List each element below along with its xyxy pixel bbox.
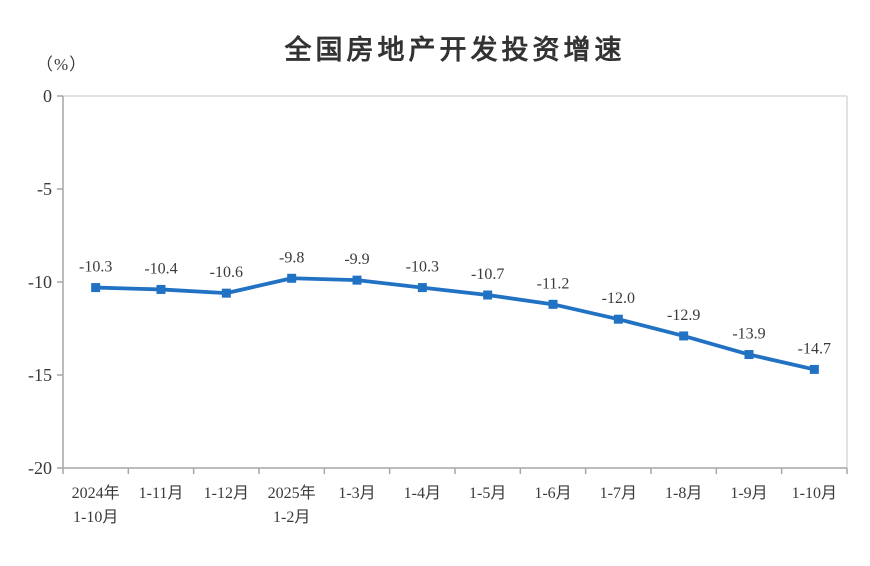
data-point-marker bbox=[744, 350, 754, 360]
data-point-label: -9.8 bbox=[279, 249, 304, 266]
chart-title: 全国房地产开发投资增速 bbox=[284, 35, 626, 65]
x-axis-tick-label: 1-12月 bbox=[204, 485, 249, 502]
data-point-label: -12.9 bbox=[667, 307, 700, 324]
x-axis-tick-label-line: 1-7月 bbox=[600, 485, 637, 502]
data-point-marker bbox=[156, 284, 166, 294]
data-point-marker bbox=[91, 283, 101, 293]
data-point-marker bbox=[287, 273, 297, 283]
data-point-marker bbox=[548, 299, 558, 309]
data-point-marker bbox=[221, 288, 231, 298]
data-point-label: -10.7 bbox=[471, 266, 504, 283]
x-axis-tick-label-line: 2024年 bbox=[72, 484, 120, 502]
x-axis-tick-label: 1-9月 bbox=[730, 485, 767, 502]
data-point-label: -13.9 bbox=[732, 326, 765, 343]
x-axis-tick-label: 1-8月 bbox=[665, 485, 702, 502]
data-point-label: -12.0 bbox=[602, 290, 635, 307]
data-point-label: -14.7 bbox=[798, 340, 831, 357]
data-point-marker bbox=[809, 364, 819, 374]
y-axis-unit-label: （%） bbox=[36, 55, 88, 74]
x-axis-tick-label-line: 1-9月 bbox=[730, 485, 767, 502]
y-axis-tick-label: -5 bbox=[37, 179, 52, 199]
x-axis-tick-label: 2025年 1-2月 bbox=[268, 484, 316, 526]
x-axis-tick-label-line: 1-4月 bbox=[404, 485, 441, 502]
x-axis-tick-label: 1-4月 bbox=[404, 485, 441, 502]
x-axis-tick-label-line: 1-5月 bbox=[469, 485, 506, 502]
data-point-marker bbox=[352, 275, 362, 285]
data-point-marker bbox=[679, 331, 689, 341]
data-point-label: -9.9 bbox=[344, 251, 369, 268]
x-axis-tick-label: 1-3月 bbox=[338, 485, 375, 502]
data-point-label: -11.2 bbox=[537, 275, 570, 292]
x-axis-tick-label-line: 1-2月 bbox=[273, 509, 310, 526]
x-axis-tick-label-line: 1-10月 bbox=[792, 485, 837, 502]
data-point-label: -10.3 bbox=[79, 259, 112, 276]
data-point-marker bbox=[417, 283, 427, 293]
y-axis-tick-label: -10 bbox=[28, 272, 52, 292]
data-point-label: -10.6 bbox=[210, 264, 243, 281]
x-axis-tick-label: 1-11月 bbox=[139, 485, 184, 502]
x-axis-tick-label: 2024年 1-10月 bbox=[72, 484, 120, 526]
y-axis-tick-label: -15 bbox=[28, 365, 52, 385]
x-axis-tick-label-line: 1-8月 bbox=[665, 485, 702, 502]
x-axis-tick-label-line: 2025年 bbox=[268, 484, 316, 502]
series-line bbox=[93, 276, 817, 372]
x-axis-tick-label: 1-10月 bbox=[792, 485, 837, 502]
data-point-label: -10.3 bbox=[406, 259, 439, 276]
x-axis-tick-label: 1-7月 bbox=[600, 485, 637, 502]
data-point-label: -10.4 bbox=[144, 260, 177, 277]
x-axis-tick-label-line: 1-3月 bbox=[338, 485, 375, 502]
x-axis-tick-label: 1-6月 bbox=[534, 485, 571, 502]
x-axis-tick-label: 1-5月 bbox=[469, 485, 506, 502]
y-axis-tick-label: -20 bbox=[28, 458, 52, 478]
x-axis-tick-label-line: 1-10月 bbox=[73, 509, 118, 526]
x-axis-tick-label-line: 1-6月 bbox=[534, 485, 571, 502]
data-point-marker bbox=[613, 314, 623, 324]
x-axis-tick-label-line: 1-11月 bbox=[139, 485, 184, 502]
data-point-marker bbox=[483, 290, 493, 300]
y-axis-tick-label: 0 bbox=[43, 86, 52, 106]
x-axis-tick-label-line: 1-12月 bbox=[204, 485, 249, 502]
